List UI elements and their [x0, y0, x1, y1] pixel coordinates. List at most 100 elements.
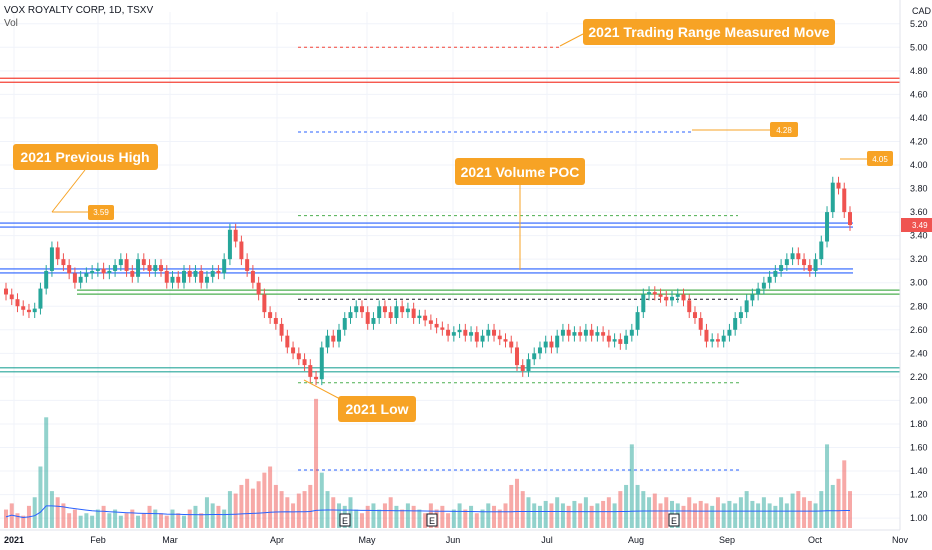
- candle-body: [624, 335, 629, 344]
- candle-body: [141, 259, 146, 266]
- y-tick-label: 4.00: [910, 160, 928, 170]
- volume-bar: [681, 505, 686, 528]
- svg-text:3.59: 3.59: [93, 208, 109, 217]
- candle-body: [744, 300, 749, 313]
- volume-bar: [204, 497, 209, 528]
- candle-body: [848, 212, 852, 226]
- candle-body: [492, 329, 497, 336]
- symbol-title: VOX ROYALTY CORP, 1D, TSXV: [4, 5, 154, 16]
- candle-body: [55, 247, 60, 260]
- y-tick-label: 2.80: [910, 301, 928, 311]
- candle-body: [773, 270, 778, 277]
- x-tick-label: Nov: [892, 535, 909, 545]
- earnings-marker-label: E: [671, 516, 677, 526]
- volume-bar: [704, 503, 709, 528]
- candle-body: [463, 329, 468, 336]
- candle-body: [308, 365, 313, 377]
- volume-bar: [141, 513, 146, 528]
- candle-body: [423, 315, 428, 321]
- candle-body: [193, 270, 198, 277]
- candle-body: [681, 294, 686, 301]
- x-tick-label: Feb: [90, 535, 106, 545]
- volume-bar: [84, 513, 89, 528]
- volume-bar: [411, 505, 416, 528]
- volume-bar: [388, 497, 393, 528]
- volume-bar: [578, 503, 583, 528]
- earnings-marker: [668, 513, 680, 527]
- candle-body: [331, 335, 336, 342]
- volume-bar: [377, 509, 382, 528]
- volume-bar: [784, 503, 789, 528]
- volume-bar: [796, 491, 801, 528]
- candle-body: [67, 265, 72, 274]
- candle-body: [365, 312, 370, 324]
- candle-body: [509, 341, 514, 348]
- candle-body: [796, 253, 801, 260]
- volume-bar: [279, 491, 284, 528]
- candle-body: [285, 335, 290, 348]
- candle-body: [38, 288, 43, 309]
- candle-body: [400, 306, 405, 313]
- candle-body: [124, 259, 129, 271]
- candle-body: [239, 241, 244, 260]
- volume-bar: [819, 491, 824, 528]
- volume-bar: [147, 505, 152, 528]
- candle-body: [503, 339, 508, 342]
- x-tick-label: Aug: [628, 535, 644, 545]
- volume-bar: [233, 493, 238, 528]
- volume-bar: [245, 478, 250, 528]
- candle-body: [176, 276, 181, 283]
- y-tick-label: 4.40: [910, 113, 928, 123]
- candle-body: [147, 265, 152, 271]
- volume-bar: [606, 497, 611, 528]
- volume-bar: [15, 513, 20, 528]
- svg-text:2021 Previous High: 2021 Previous High: [20, 149, 149, 165]
- chart-grid: [0, 12, 901, 530]
- y-tick-label: 2.00: [910, 395, 928, 405]
- volume-bar: [337, 503, 342, 528]
- candle-body: [314, 376, 319, 380]
- volume-bar: [721, 503, 726, 528]
- svg-text:2021 Trading Range Measured Mo: 2021 Trading Range Measured Move: [588, 24, 829, 40]
- volume-bar: [67, 513, 72, 528]
- candle-body: [670, 296, 675, 301]
- candle-body: [204, 276, 209, 283]
- volume-bar: [641, 491, 646, 528]
- candle-body: [319, 347, 324, 380]
- callout-volume-poc: 2021 Volume POC: [455, 158, 585, 185]
- volume-bar: [664, 497, 669, 528]
- volume-bar: [710, 505, 715, 528]
- candle-body: [377, 306, 382, 319]
- volume-bar: [440, 505, 445, 528]
- volume-bar: [618, 491, 623, 528]
- volume-bar: [756, 503, 761, 528]
- volume-bar: [802, 497, 807, 528]
- volume-bar: [55, 497, 60, 528]
- volume-bar: [216, 505, 221, 528]
- y-tick-label: 4.60: [910, 89, 928, 99]
- callout-measured-move: 2021 Trading Range Measured Move: [583, 19, 835, 45]
- volume-bar: [371, 503, 376, 528]
- candle-body: [675, 294, 680, 297]
- volume-bar: [394, 505, 399, 528]
- candle-body: [474, 332, 479, 342]
- volume-bar: [222, 509, 227, 528]
- volume-bar: [136, 515, 141, 528]
- volume-bar: [227, 491, 232, 528]
- candle-body: [388, 312, 393, 319]
- volume-bar: [761, 497, 766, 528]
- volume-bar: [181, 515, 186, 528]
- volume-bar: [124, 513, 129, 528]
- candle-body: [583, 329, 588, 336]
- volume-bar: [503, 503, 508, 528]
- earnings-marker-label: E: [342, 516, 348, 526]
- candle-body: [233, 229, 238, 242]
- candle-body: [90, 270, 95, 274]
- candle-body: [595, 332, 600, 336]
- volume-bar: [193, 505, 198, 528]
- candle-body: [382, 306, 387, 313]
- candle-body: [589, 329, 594, 336]
- volume-bar: [268, 466, 273, 528]
- volume-bar: [520, 491, 525, 528]
